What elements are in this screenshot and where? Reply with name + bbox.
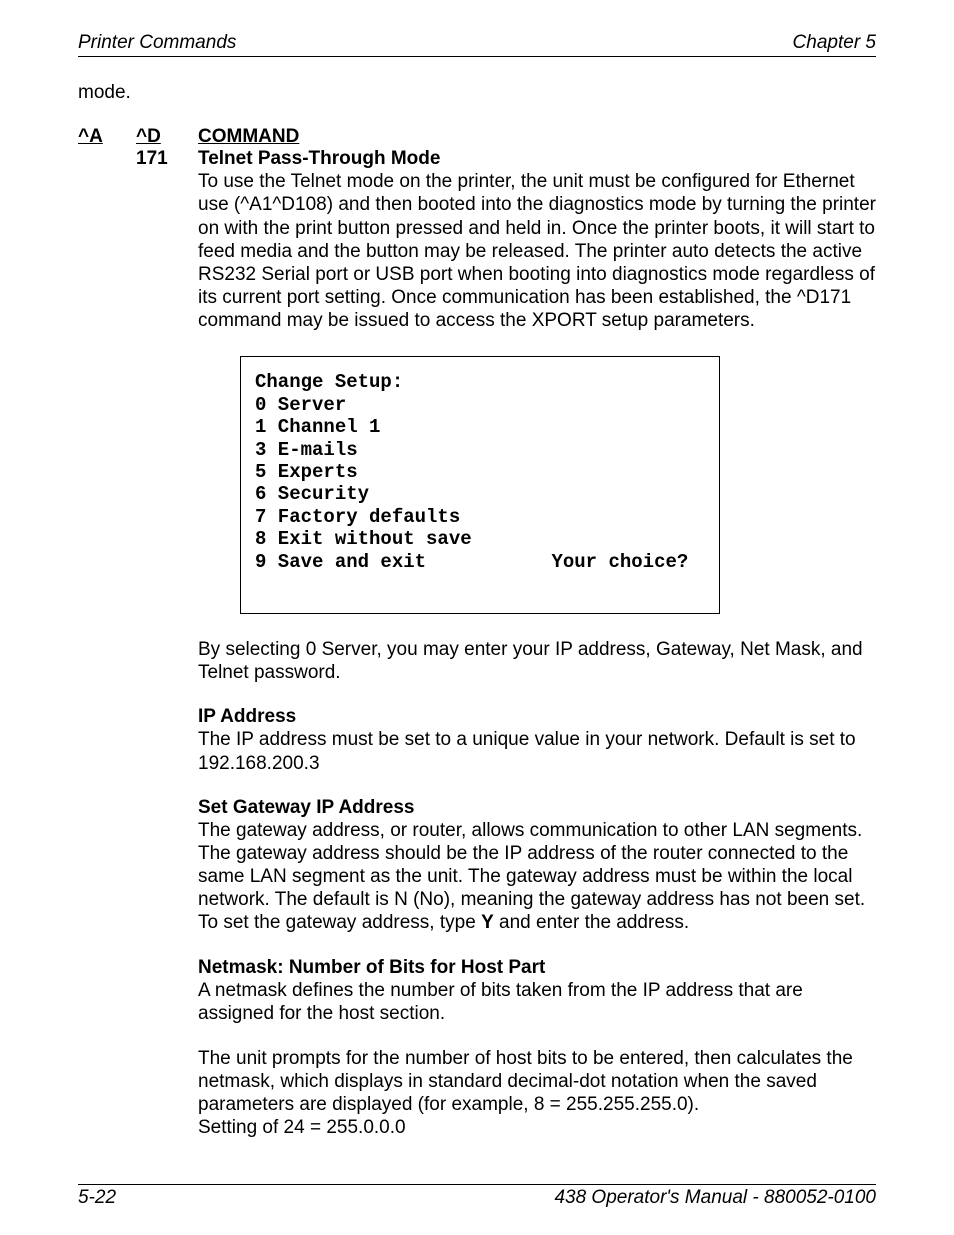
content-area: mode. ^A ^D COMMAND 171 Telnet Pass-Thro… xyxy=(78,81,876,1161)
text-run: and enter the address. xyxy=(494,912,689,933)
text-run: A netmask defines the number of bits tak… xyxy=(198,980,803,1024)
setup-menu-box: Change Setup: 0 Server 1 Channel 1 3 E-m… xyxy=(240,356,720,614)
top-continuation-text: mode. xyxy=(78,81,876,104)
command-body: To use the Telnet mode on the printer, t… xyxy=(198,170,876,332)
command-title: Telnet Pass-Through Mode xyxy=(198,148,876,170)
page: Printer Commands Chapter 5 mode. ^A ^D C… xyxy=(0,0,954,1235)
section-body-gateway: The gateway address, or router, allows c… xyxy=(198,819,876,935)
menu-item: 1 Channel 1 xyxy=(255,416,380,438)
page-header: Printer Commands Chapter 5 xyxy=(78,32,876,57)
footer-manual-id: 438 Operator's Manual - 880052-0100 xyxy=(554,1187,876,1209)
command-table-header-row: ^A ^D COMMAND xyxy=(78,126,876,148)
column-header-command: COMMAND xyxy=(198,126,299,148)
header-chapter: Chapter 5 xyxy=(793,32,876,54)
section-heading-ip: IP Address xyxy=(198,706,876,728)
section-heading-gateway: Set Gateway IP Address xyxy=(198,797,876,819)
netmask-extra-paragraph: The unit prompts for the number of host … xyxy=(198,1047,876,1140)
menu-title: Change Setup: xyxy=(255,371,403,393)
text-run: The IP address must be set to a unique v… xyxy=(198,729,856,773)
text-bold: Y xyxy=(481,912,494,933)
menu-item: 9 Save and exit Your choice? xyxy=(255,551,688,573)
menu-item: 6 Security xyxy=(255,483,369,505)
section-body-netmask: A netmask defines the number of bits tak… xyxy=(198,979,876,1025)
menu-item: 7 Factory defaults xyxy=(255,506,460,528)
command-content: Telnet Pass-Through Mode To use the Teln… xyxy=(198,148,876,1139)
menu-item: 0 Server xyxy=(255,394,346,416)
after-menu-text: By selecting 0 Server, you may enter you… xyxy=(198,638,876,684)
footer-page-number: 5-22 xyxy=(78,1187,116,1209)
menu-item: 3 E-mails xyxy=(255,439,358,461)
header-section-title: Printer Commands xyxy=(78,32,236,54)
menu-item: 8 Exit without save xyxy=(255,528,472,550)
page-footer: 5-22 438 Operator's Manual - 880052-0100 xyxy=(78,1184,876,1209)
section-heading-netmask: Netmask: Number of Bits for Host Part xyxy=(198,957,876,979)
command-d-value: 171 xyxy=(136,148,198,170)
column-header-a: ^A xyxy=(78,126,136,148)
section-body-ip: The IP address must be set to a unique v… xyxy=(198,728,876,774)
command-entry-row: 171 Telnet Pass-Through Mode To use the … xyxy=(78,148,876,1139)
menu-item: 5 Experts xyxy=(255,461,358,483)
column-header-d: ^D xyxy=(136,126,198,148)
